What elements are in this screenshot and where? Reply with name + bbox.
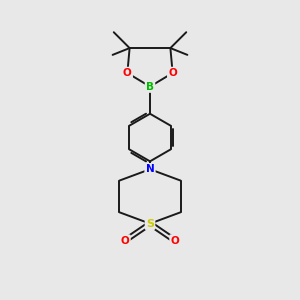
Text: N: N bbox=[146, 164, 154, 174]
Text: O: O bbox=[170, 236, 179, 246]
Text: O: O bbox=[121, 236, 130, 246]
Text: O: O bbox=[123, 68, 132, 78]
Text: S: S bbox=[146, 219, 154, 229]
Text: B: B bbox=[146, 82, 154, 92]
Text: O: O bbox=[168, 68, 177, 78]
